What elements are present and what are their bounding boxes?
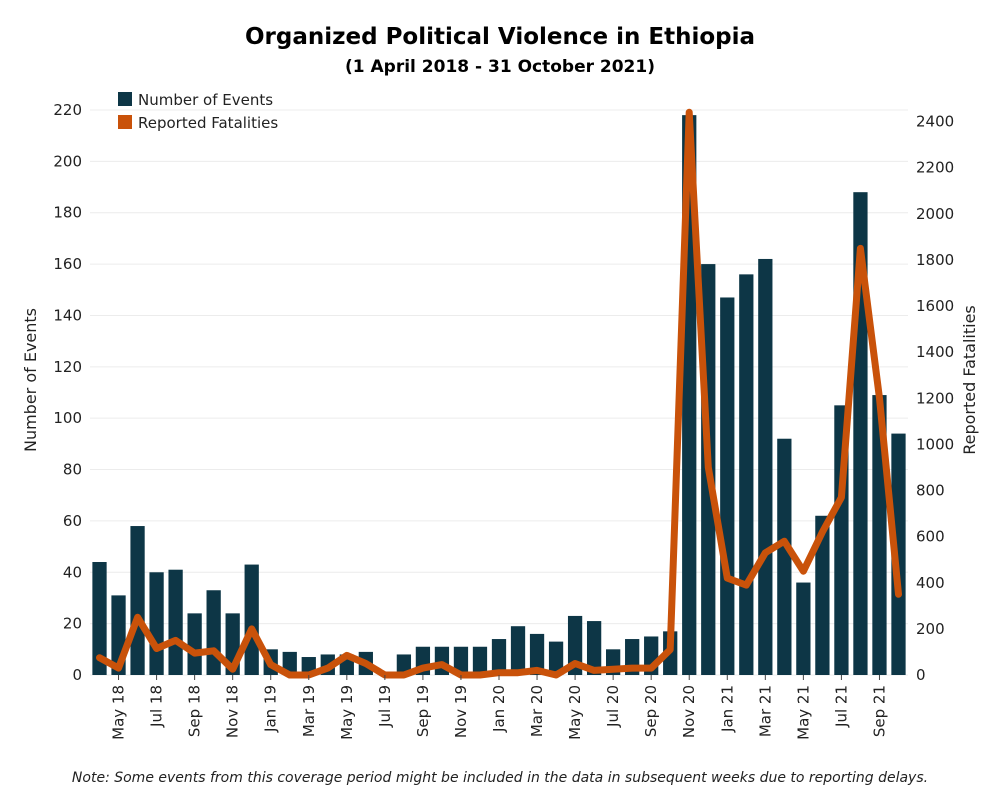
legend-label-events: Number of Events xyxy=(138,91,273,109)
y-tick-label-right: 1600 xyxy=(916,297,954,315)
y-axis-left: 0 20 40 60 80 100 120 140 160 180 200 220 xyxy=(53,101,82,684)
bar-mar-21 xyxy=(758,258,773,675)
y-tick-label-left: 20 xyxy=(63,615,82,633)
y-tick-label-right: 1000 xyxy=(916,435,954,453)
y-tick-label-left: 80 xyxy=(63,461,82,479)
y-tick-label-right: 800 xyxy=(916,482,945,500)
x-tick-label: Nov 19 xyxy=(452,685,470,738)
y-tick-label-right: 2400 xyxy=(916,113,954,131)
bar-apr-21 xyxy=(777,438,792,675)
y-tick-label-left: 200 xyxy=(53,152,82,170)
bar-may-21 xyxy=(796,582,811,675)
x-tick-label: May 19 xyxy=(338,685,356,740)
y-tick-label-left: 160 xyxy=(53,255,82,273)
bar-feb-21 xyxy=(739,274,754,675)
bar-jul-18 xyxy=(149,572,164,675)
x-tick-label: Sep 20 xyxy=(642,685,660,737)
chart-title: Organized Political Violence in Ethiopia xyxy=(245,24,755,50)
y-tick-label-right: 600 xyxy=(916,528,945,546)
y-tick-label-right: 1800 xyxy=(916,251,954,269)
x-tick-label: Jul 21 xyxy=(832,685,850,728)
x-tick-label: Jan 21 xyxy=(718,685,736,733)
bar-jun-18 xyxy=(130,526,145,675)
line-reported-fatalities xyxy=(96,108,902,679)
x-tick-label: Nov 20 xyxy=(680,685,698,738)
bar-apr-20 xyxy=(548,641,564,675)
y-tick-label-right: 0 xyxy=(916,666,926,684)
y-tick-label-right: 2200 xyxy=(916,159,954,177)
x-tick-label: Mar 19 xyxy=(300,685,318,737)
y-tick-label-left: 0 xyxy=(72,666,82,684)
y-tick-label-right: 1400 xyxy=(916,343,954,361)
y-tick-label-left: 100 xyxy=(53,409,82,427)
bar-mar-20 xyxy=(529,633,545,675)
x-tick-label: Jul 20 xyxy=(604,685,622,728)
x-axis: May 18 Jul 18 Sep 18 Nov 18 Jan 19 Mar 19 May … xyxy=(110,675,888,740)
y-tick-label-left: 40 xyxy=(63,563,82,581)
x-tick-label: Sep 19 xyxy=(414,685,432,737)
y-tick-label-left: 220 xyxy=(53,101,82,119)
x-tick-label: Jul 19 xyxy=(376,685,394,728)
legend-label-fatalities: Reported Fatalities xyxy=(138,114,278,132)
bar-may-20 xyxy=(567,615,583,675)
legend-swatch-events xyxy=(118,92,132,106)
x-tick-label: Jan 19 xyxy=(262,685,280,733)
x-tick-label: Nov 18 xyxy=(224,685,242,738)
bar-jun-20 xyxy=(586,621,602,675)
y-tick-label-left: 180 xyxy=(53,204,82,222)
bars-number-of-events xyxy=(92,115,906,676)
legend: Number of Events Reported Fatalities xyxy=(118,91,278,132)
y-tick-label-left: 60 xyxy=(63,512,82,530)
bar-oct-21 xyxy=(891,433,906,675)
x-tick-label: May 18 xyxy=(110,685,128,740)
y-tick-label-left: 120 xyxy=(53,358,82,376)
bar-jan-20 xyxy=(491,639,507,675)
y-axis-title-left: Number of Events xyxy=(21,308,40,452)
legend-swatch-fatalities xyxy=(118,115,132,129)
y-axis-title-right: Reported Fatalities xyxy=(960,305,979,455)
bar-apr-18 xyxy=(92,562,107,675)
x-tick-label: May 21 xyxy=(794,685,812,740)
y-tick-label-left: 140 xyxy=(53,306,82,324)
bar-jan-21 xyxy=(720,297,735,675)
y-tick-label-right: 400 xyxy=(916,574,945,592)
y-tick-label-right: 1200 xyxy=(916,389,954,407)
x-tick-label: Mar 20 xyxy=(528,685,546,737)
bar-aug-19 xyxy=(396,654,412,675)
x-tick-label: Jan 20 xyxy=(490,685,508,733)
bar-dec-18 xyxy=(244,564,259,675)
chart-subtitle: (1 April 2018 - 31 October 2021) xyxy=(345,57,655,77)
x-tick-label: May 20 xyxy=(566,685,584,740)
y-tick-label-right: 2000 xyxy=(916,205,954,223)
bar-oct-18 xyxy=(206,590,221,675)
bar-sep-18 xyxy=(187,613,202,675)
bar-dec-19 xyxy=(472,646,488,675)
y-axis-right: 0 200 400 600 800 1000 1200 1400 1600 1800 2000 220… xyxy=(916,113,954,684)
x-tick-label: Sep 21 xyxy=(870,685,888,737)
chart-note: Note: Some events from this coverage per… xyxy=(72,770,928,786)
bar-jun-21 xyxy=(815,515,830,675)
y-tick-label-right: 200 xyxy=(916,620,945,638)
bar-nov-19 xyxy=(453,646,469,675)
x-tick-label: Jul 18 xyxy=(148,685,166,728)
bar-feb-20 xyxy=(510,626,526,675)
bar-aug-18 xyxy=(168,569,183,675)
x-tick-label: Sep 18 xyxy=(186,685,204,737)
x-tick-label: Mar 21 xyxy=(756,685,774,737)
